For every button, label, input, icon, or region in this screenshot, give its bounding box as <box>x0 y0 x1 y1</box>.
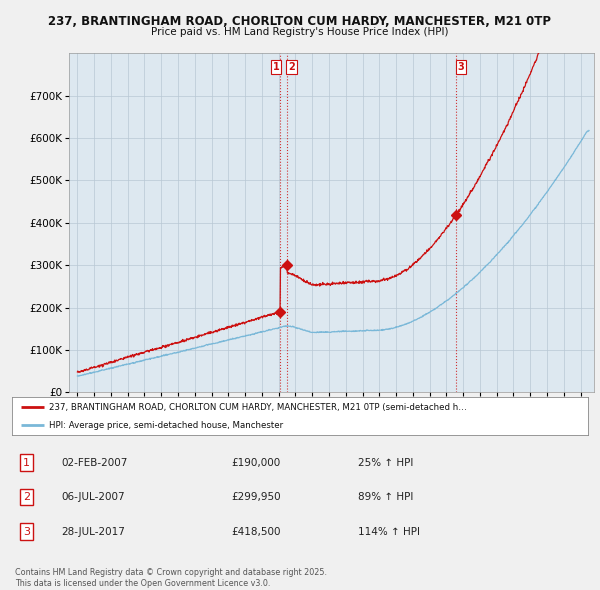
Text: 2: 2 <box>23 492 30 502</box>
Text: 1: 1 <box>272 61 280 71</box>
Text: 02-FEB-2007: 02-FEB-2007 <box>61 458 127 467</box>
Text: £299,950: £299,950 <box>231 492 281 502</box>
Text: 3: 3 <box>23 527 30 536</box>
Text: 1: 1 <box>23 458 30 467</box>
Text: 28-JUL-2017: 28-JUL-2017 <box>61 527 125 536</box>
Text: £418,500: £418,500 <box>231 527 280 536</box>
Text: 237, BRANTINGHAM ROAD, CHORLTON CUM HARDY, MANCHESTER, M21 0TP (semi-detached h…: 237, BRANTINGHAM ROAD, CHORLTON CUM HARD… <box>49 403 467 412</box>
Text: 25% ↑ HPI: 25% ↑ HPI <box>358 458 413 467</box>
Text: 114% ↑ HPI: 114% ↑ HPI <box>358 527 419 536</box>
Text: 237, BRANTINGHAM ROAD, CHORLTON CUM HARDY, MANCHESTER, M21 0TP: 237, BRANTINGHAM ROAD, CHORLTON CUM HARD… <box>49 15 551 28</box>
Text: Price paid vs. HM Land Registry's House Price Index (HPI): Price paid vs. HM Land Registry's House … <box>151 27 449 37</box>
Text: Contains HM Land Registry data © Crown copyright and database right 2025.
This d: Contains HM Land Registry data © Crown c… <box>15 568 327 588</box>
Text: HPI: Average price, semi-detached house, Manchester: HPI: Average price, semi-detached house,… <box>49 421 284 430</box>
Text: 06-JUL-2007: 06-JUL-2007 <box>61 492 125 502</box>
Text: 2: 2 <box>288 61 295 71</box>
Text: 3: 3 <box>458 61 464 71</box>
Text: 89% ↑ HPI: 89% ↑ HPI <box>358 492 413 502</box>
Text: £190,000: £190,000 <box>231 458 280 467</box>
